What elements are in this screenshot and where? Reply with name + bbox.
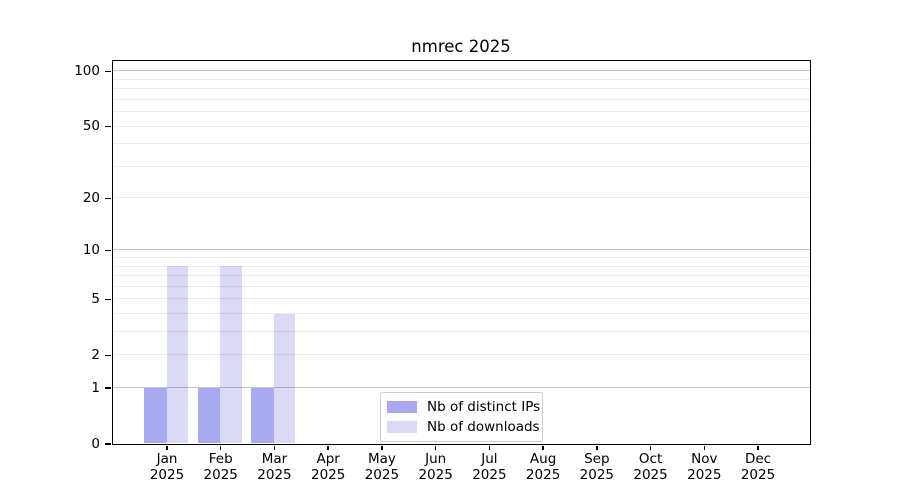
- legend-swatch-downloads: [387, 420, 417, 434]
- x-tick-label-jan: Jan 2025: [149, 451, 185, 483]
- x-tick-mark-mar: [273, 445, 276, 450]
- bar-distinct-ips-feb: [197, 387, 221, 444]
- minor-gridline-60: [112, 111, 810, 113]
- y-tick-label-1: 1: [91, 379, 100, 396]
- minor-gridline-3: [112, 331, 810, 333]
- major-gridline-1: [112, 387, 810, 389]
- chart-title: nmrec 2025: [411, 37, 511, 56]
- y-tick-mark-1: [105, 387, 111, 389]
- x-tick-label-may: May 2025: [364, 451, 400, 483]
- gridline-layer: [112, 61, 810, 444]
- minor-gridline-50: [112, 125, 810, 127]
- y-tick-mark-20: [105, 197, 111, 199]
- major-gridline-10: [112, 249, 810, 251]
- y-tick-mark-5: [105, 298, 111, 301]
- x-tick-label-aug: Aug 2025: [525, 451, 561, 483]
- y-tick-mark-0: [105, 443, 111, 445]
- x-tick-mark-jun: [434, 445, 437, 450]
- major-gridline-100: [112, 70, 810, 72]
- y-tick-mark-2: [105, 354, 111, 356]
- minor-gridline-4: [112, 313, 810, 315]
- minor-gridline-5: [112, 298, 810, 300]
- bar-distinct-ips-mar: [251, 387, 274, 444]
- y-tick-mark-100: [105, 70, 111, 73]
- x-tick-label-oct: Oct 2025: [633, 451, 668, 483]
- bar-distinct-ips-jan: [144, 387, 167, 444]
- x-tick-label-jul: Jul 2025: [472, 451, 507, 483]
- x-tick-label-jun: Jun 2025: [418, 451, 453, 483]
- legend-item-distinct-ips: Nb of distinct IPs: [387, 399, 540, 415]
- x-tick-mark-jul: [488, 445, 491, 450]
- x-tick-mark-oct: [649, 445, 652, 450]
- y-tick-mark-50: [105, 125, 111, 128]
- minor-gridline-40: [112, 143, 810, 145]
- x-tick-mark-nov: [703, 445, 705, 450]
- y-tick-label-10: 10: [82, 241, 100, 258]
- legend: Nb of distinct IPs Nb of downloads: [380, 392, 543, 442]
- y-tick-label-5: 5: [91, 290, 100, 307]
- y-tick-label-50: 50: [82, 118, 100, 135]
- minor-gridline-6: [112, 285, 810, 287]
- legend-item-downloads: Nb of downloads: [387, 419, 540, 435]
- x-tick-label-mar: Mar 2025: [257, 451, 292, 483]
- x-tick-mark-apr: [327, 445, 329, 450]
- bar-layer: [113, 61, 810, 444]
- y-tick-label-2: 2: [91, 346, 100, 363]
- legend-label-downloads: Nb of downloads: [427, 419, 540, 435]
- x-tick-label-apr: Apr 2025: [311, 451, 346, 483]
- x-tick-label-feb: Feb 2025: [203, 451, 238, 483]
- x-tick-label-nov: Nov 2025: [687, 451, 722, 483]
- bar-downloads-feb: [220, 266, 242, 444]
- minor-gridline-30: [112, 165, 810, 167]
- x-tick-label-sep: Sep 2025: [579, 451, 614, 483]
- minor-gridline-90: [112, 78, 810, 80]
- y-tick-label-100: 100: [74, 62, 100, 79]
- minor-gridline-70: [112, 98, 810, 100]
- bar-downloads-mar: [273, 313, 296, 444]
- bar-downloads-jan: [166, 266, 188, 444]
- legend-swatch-distinct-ips: [387, 400, 417, 414]
- minor-gridline-7: [112, 275, 810, 277]
- minor-gridline-80: [112, 88, 810, 90]
- minor-gridline-20: [112, 197, 810, 199]
- minor-gridline-2: [112, 354, 810, 356]
- x-tick-mark-jan: [166, 445, 168, 450]
- plot-area: [111, 59, 811, 445]
- x-tick-mark-aug: [542, 445, 544, 450]
- y-tick-label-0: 0: [91, 435, 100, 452]
- x-tick-mark-may: [381, 445, 383, 450]
- minor-gridline-9: [112, 257, 810, 259]
- y-tick-mark-10: [105, 249, 111, 252]
- x-tick-mark-sep: [596, 445, 598, 450]
- legend-label-distinct-ips: Nb of distinct IPs: [427, 399, 541, 415]
- x-tick-label-dec: Dec 2025: [740, 451, 776, 483]
- x-tick-mark-feb: [220, 445, 222, 450]
- minor-gridline-8: [112, 265, 810, 267]
- y-tick-label-20: 20: [82, 189, 100, 206]
- x-tick-mark-dec: [757, 445, 759, 450]
